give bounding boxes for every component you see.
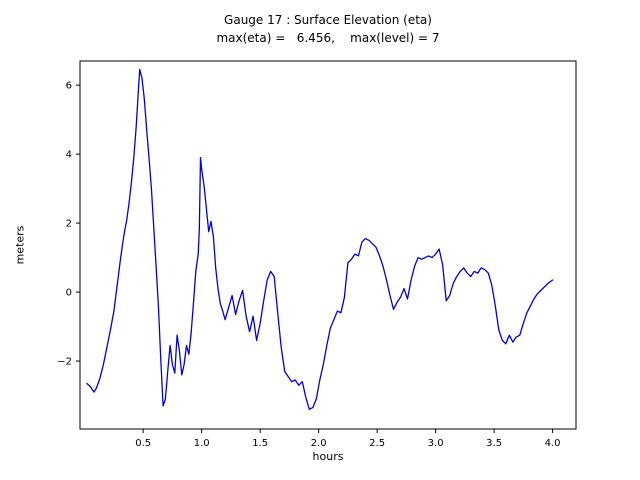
x-tick-label: 3.0 — [428, 438, 444, 449]
x-tick-label: 2.5 — [369, 438, 385, 449]
y-axis-label: meters — [13, 225, 27, 265]
x-tick-label: 4.0 — [545, 438, 561, 449]
y-tick-label: 2 — [66, 219, 72, 230]
x-tick-label: 0.5 — [135, 438, 151, 449]
title-block: Gauge 17 : Surface Elevation (eta) max(e… — [80, 11, 576, 47]
x-tick-label: 1.0 — [194, 438, 210, 449]
x-tick-label: 2.0 — [311, 438, 327, 449]
chart-subtitle: max(eta) = 6.456, max(level) = 7 — [216, 31, 440, 45]
chart-title: Gauge 17 : Surface Elevation (eta) — [224, 13, 432, 27]
x-tick-label: 1.5 — [252, 438, 268, 449]
x-tick-label: 3.5 — [486, 438, 502, 449]
y-tick-label: 0 — [66, 288, 72, 299]
y-tick-label: −2 — [57, 357, 72, 368]
x-axis-label: hours — [312, 450, 344, 463]
y-tick-label: 4 — [66, 150, 72, 161]
eta-line-series — [86, 68, 554, 410]
axes-frame — [79, 60, 577, 430]
y-tick-label: 6 — [66, 81, 72, 92]
